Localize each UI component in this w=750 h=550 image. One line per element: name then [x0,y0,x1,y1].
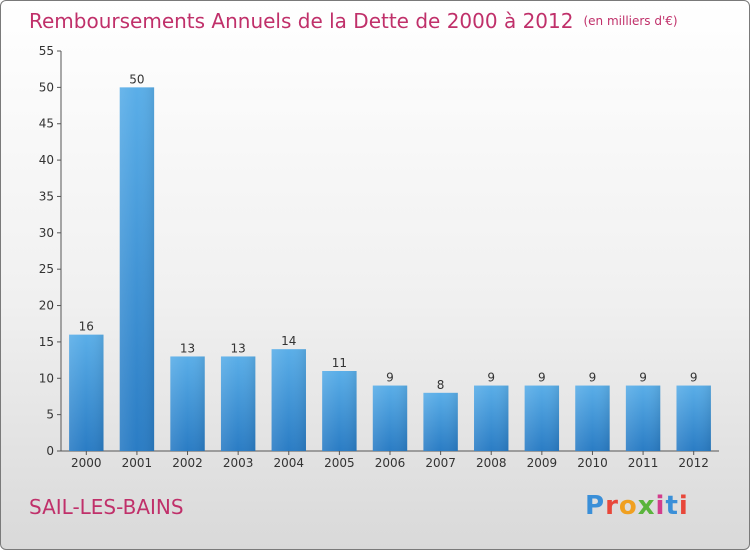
bar-shade [575,385,610,451]
y-tick-label: 15 [39,335,54,349]
bar-shade [271,349,306,451]
bar-value-label: 11 [332,356,347,370]
bar-shade [322,371,357,451]
bar-shade [524,385,560,451]
bar-shade [220,356,256,451]
x-tick-label: 2005 [324,456,355,470]
logo-letter: i [655,491,666,521]
bar-shade [423,392,458,451]
x-tick-label: 2003 [223,456,254,470]
x-tick-label: 2009 [527,456,558,470]
bar-shade [170,356,205,451]
y-tick-label: 20 [39,299,54,313]
y-tick-label: 25 [39,262,54,276]
x-tick-label: 2000 [71,456,102,470]
y-tick-label: 30 [39,226,54,240]
bar-shade [69,334,104,451]
y-tick-label: 10 [39,371,54,385]
proxiti-logo: Proxiti [585,491,689,521]
y-tick-label: 5 [46,408,54,422]
x-tick-label: 2010 [577,456,608,470]
bar-value-label: 9 [538,371,546,385]
logo-letter: x [637,491,656,521]
bar-shade [676,385,711,451]
bar-value-label: 9 [690,371,698,385]
bar-value-label: 13 [231,341,246,355]
bar-value-label: 9 [639,371,647,385]
bar-shade [372,385,408,451]
y-tick-label: 50 [39,80,54,94]
y-tick-label: 0 [46,444,54,458]
x-tick-label: 2002 [172,456,203,470]
bar-value-label: 8 [437,378,445,392]
logo-letter: t [665,491,679,521]
x-tick-label: 2006 [375,456,406,470]
bar-value-label: 50 [129,72,144,86]
x-tick-label: 2007 [425,456,456,470]
logo-letter: i [678,491,689,521]
x-tick-label: 2004 [273,456,304,470]
chart-title-text: Remboursements Annuels de la Dette de 20… [29,9,574,33]
logo-letter: o [618,491,638,521]
logo-letter: P [585,491,606,521]
bar-value-label: 13 [180,341,195,355]
bar-shade [625,385,661,451]
x-tick-label: 2011 [628,456,659,470]
bar-value-label: 16 [79,320,94,334]
x-tick-label: 2012 [678,456,709,470]
y-tick-label: 45 [39,117,54,131]
y-tick-label: 40 [39,153,54,167]
x-tick-label: 2001 [122,456,153,470]
x-tick-label: 2008 [476,456,507,470]
bar-value-label: 9 [589,371,597,385]
y-tick-label: 35 [39,189,54,203]
commune-name: SAIL-LES-BAINS [29,495,184,519]
bar-shade [474,385,509,451]
chart-subtitle: (en milliers d'€) [583,14,678,28]
y-tick-label: 55 [39,44,54,58]
bar-shade [119,87,155,451]
bar-value-label: 14 [281,334,296,348]
bar-value-label: 9 [487,371,495,385]
chart-title: Remboursements Annuels de la Dette de 20… [29,9,678,33]
logo-letter: r [605,491,619,521]
bar-value-label: 9 [386,371,394,385]
